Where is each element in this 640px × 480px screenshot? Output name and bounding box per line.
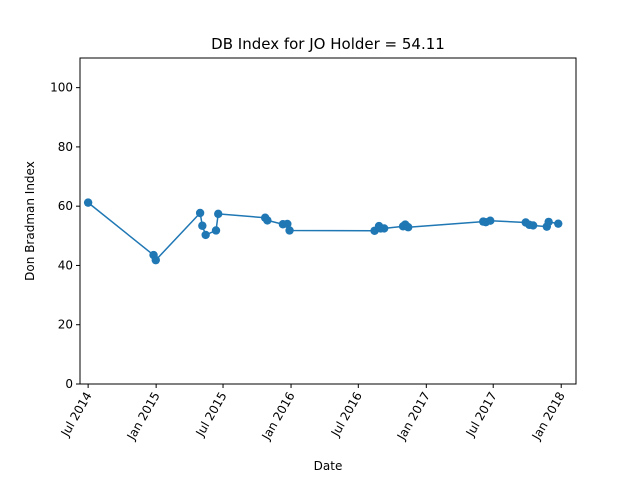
x-axis-label: Date [314,459,343,473]
data-point [283,219,292,229]
data-point [528,221,538,230]
chart-title: DB Index for JO Holder = 54.11 [211,35,445,53]
data-point [263,216,272,225]
data-point [195,208,205,218]
data-point [544,217,553,227]
y-axis-label: Don Bradman Index [23,161,37,281]
data-point [486,216,495,225]
data-point [151,255,160,265]
data-point [379,224,389,233]
data-point [214,209,223,219]
data-point [554,219,563,228]
y-tick-label: 20 [58,318,73,332]
data-point [211,226,221,235]
y-tick-label: 100 [50,81,73,95]
y-tick-label: 0 [65,377,73,391]
data-point [285,226,294,235]
y-tick-label: 80 [58,140,73,154]
data-point [198,221,207,230]
y-tick-label: 40 [58,258,73,272]
axes-frame [79,57,577,385]
y-tick-label: 60 [58,199,73,213]
data-point [83,198,93,207]
data-point [201,230,210,240]
data-point [404,223,413,232]
